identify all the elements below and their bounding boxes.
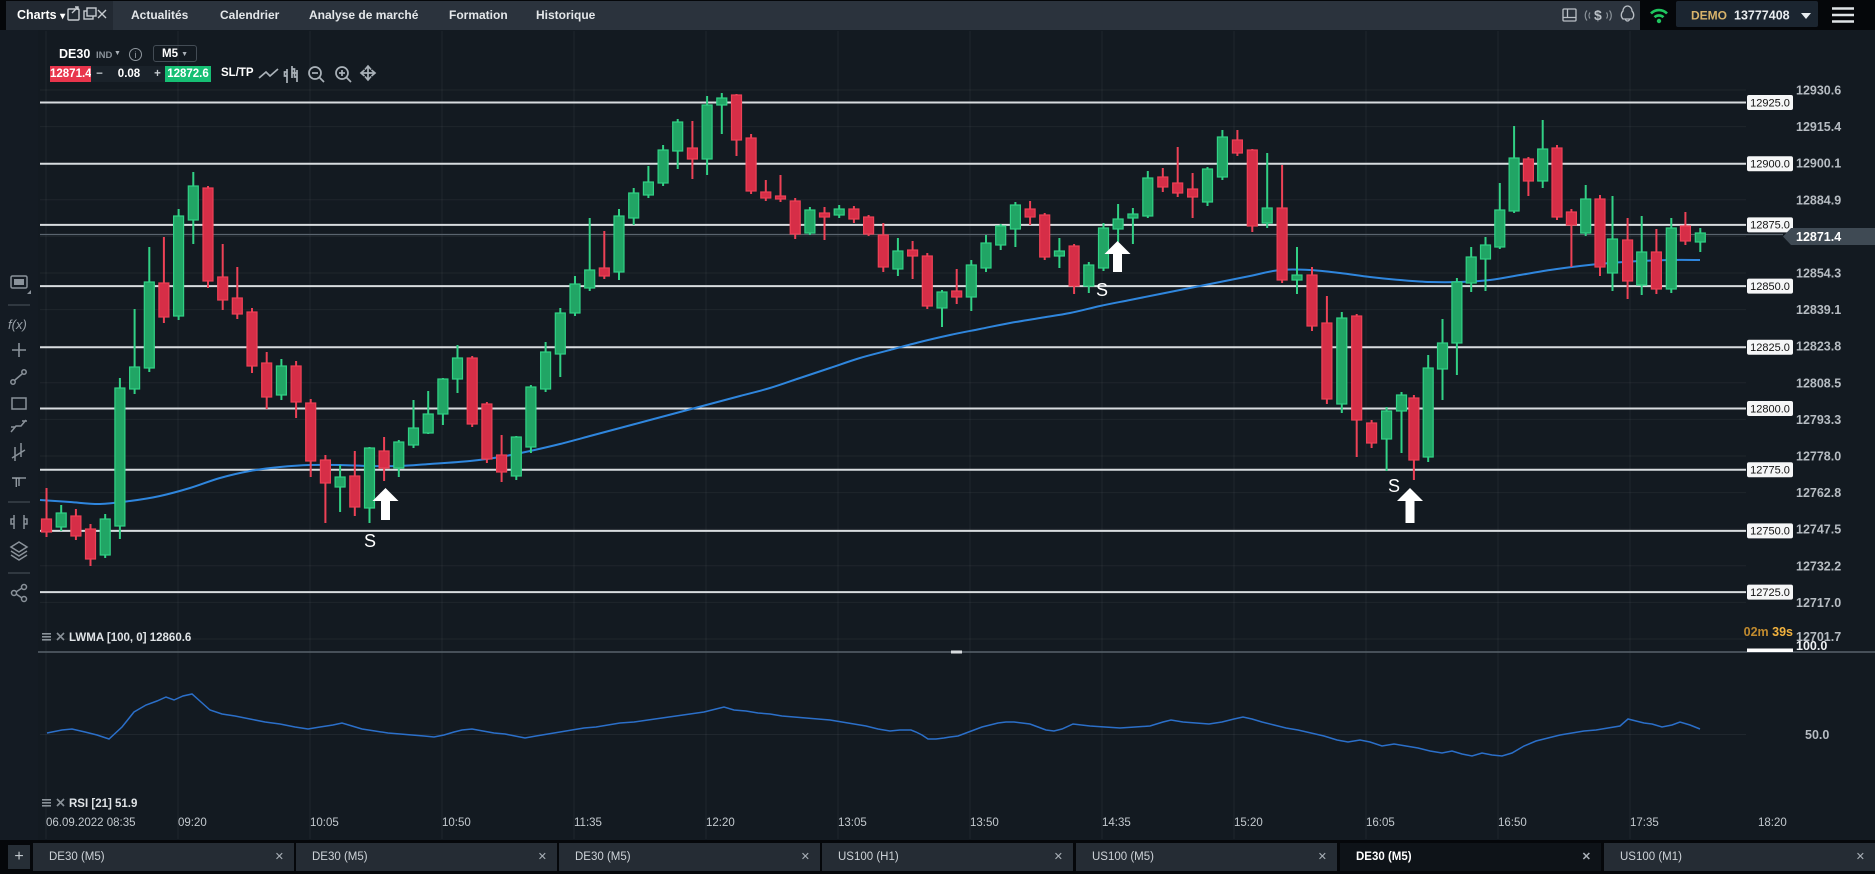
svg-text:S: S [364,531,376,551]
svg-text:12854.3: 12854.3 [1796,267,1841,281]
svg-text:12778.0: 12778.0 [1796,450,1841,464]
svg-text:12808.5: 12808.5 [1796,376,1841,390]
svg-text:12732.2: 12732.2 [1796,559,1841,573]
svg-text:12930.6: 12930.6 [1796,84,1841,98]
svg-text:12750.0: 12750.0 [1750,526,1790,538]
svg-text:02m 39s: 02m 39s [1744,625,1793,639]
svg-text:12:20: 12:20 [706,817,735,829]
svg-text:DEMO: DEMO [1691,9,1727,23]
svg-text:12701.7: 12701.7 [1796,630,1841,644]
svg-text:09:20: 09:20 [178,817,207,829]
svg-text:12747.5: 12747.5 [1796,523,1841,537]
svg-text:12839.1: 12839.1 [1796,303,1841,317]
svg-text:12762.8: 12762.8 [1796,486,1841,500]
svg-text:10:50: 10:50 [442,817,471,829]
svg-text:15:20: 15:20 [1234,817,1263,829]
svg-text:S: S [1388,476,1400,496]
svg-text:11:35: 11:35 [574,817,602,829]
svg-text:12884.9: 12884.9 [1796,193,1841,207]
svg-text:12823.8: 12823.8 [1796,340,1841,354]
svg-text:RSI [21] 51.9: RSI [21] 51.9 [69,798,137,810]
svg-text:12717.0: 12717.0 [1796,596,1841,610]
svg-text:18:20: 18:20 [1758,817,1787,829]
svg-text:12925.0: 12925.0 [1750,97,1790,109]
svg-text:14:35: 14:35 [1102,817,1131,829]
svg-text:12915.4: 12915.4 [1796,120,1841,134]
svg-text:16:50: 16:50 [1498,817,1527,829]
svg-text:12825.0: 12825.0 [1750,342,1790,354]
svg-text:50.0: 50.0 [1805,728,1829,742]
svg-text:12775.0: 12775.0 [1750,465,1790,477]
svg-text:13777408: 13777408 [1734,9,1790,23]
svg-text:10:05: 10:05 [310,817,339,829]
svg-text:$: $ [1594,7,1602,23]
svg-text:12850.0: 12850.0 [1750,281,1790,293]
svg-text:12800.0: 12800.0 [1750,403,1790,415]
svg-text:13:50: 13:50 [970,817,999,829]
svg-text:100.0: 100.0 [1796,639,1827,653]
svg-text:12900.1: 12900.1 [1796,157,1841,171]
svg-text:17:35: 17:35 [1630,817,1659,829]
svg-text:12793.3: 12793.3 [1796,413,1841,427]
svg-text:13:05: 13:05 [838,817,867,829]
svg-text:LWMA [100, 0] 12860.6: LWMA [100, 0] 12860.6 [69,632,191,644]
svg-text:06.09.2022 08:35: 06.09.2022 08:35 [46,817,136,829]
svg-text:T: T [12,474,21,490]
svg-text:12900.0: 12900.0 [1750,159,1790,171]
svg-text:S: S [1096,280,1108,300]
svg-text:f(x): f(x) [8,317,27,332]
svg-text:16:05: 16:05 [1366,817,1395,829]
svg-text:12725.0: 12725.0 [1750,587,1790,599]
svg-text:12875.0: 12875.0 [1750,220,1790,232]
svg-text:12871.4: 12871.4 [1796,230,1841,244]
